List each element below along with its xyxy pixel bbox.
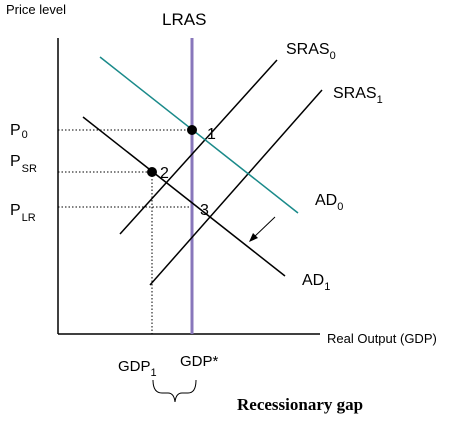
ytick-p0: P0 — [10, 122, 28, 141]
curve-sras1 — [149, 89, 323, 286]
label-sras0: SRAS0 — [286, 41, 336, 62]
xtick-gdp1: GDP1 — [118, 358, 157, 379]
x-axis-label: Real Output (GDP) — [327, 331, 437, 346]
ad-shift-arrowhead — [249, 233, 258, 242]
label-ad1: AD1 — [302, 272, 330, 293]
label-sras1: SRAS1 — [333, 85, 383, 106]
recessionary-gap-label: Recessionary gap — [237, 395, 363, 414]
ytick-psr: PSR — [10, 153, 37, 175]
curve-sras0 — [119, 59, 278, 235]
point-label-1: 1 — [207, 126, 216, 143]
curve-ad1 — [82, 116, 286, 277]
point-label-2: 2 — [160, 165, 169, 182]
point-2 — [147, 167, 157, 177]
y-axis-label: Price level — [6, 2, 66, 17]
point-1 — [187, 125, 197, 135]
point-label-3: 3 — [200, 202, 209, 219]
label-ad0: AD0 — [315, 192, 343, 213]
recessionary-gap-brace — [152, 379, 197, 403]
xtick-gdpstar: GDP* — [180, 353, 219, 370]
label-lras: LRAS — [162, 10, 206, 29]
curve-ad0 — [99, 56, 299, 214]
ytick-plr: PLR — [10, 202, 36, 224]
ad-shift-arrow — [252, 216, 276, 239]
